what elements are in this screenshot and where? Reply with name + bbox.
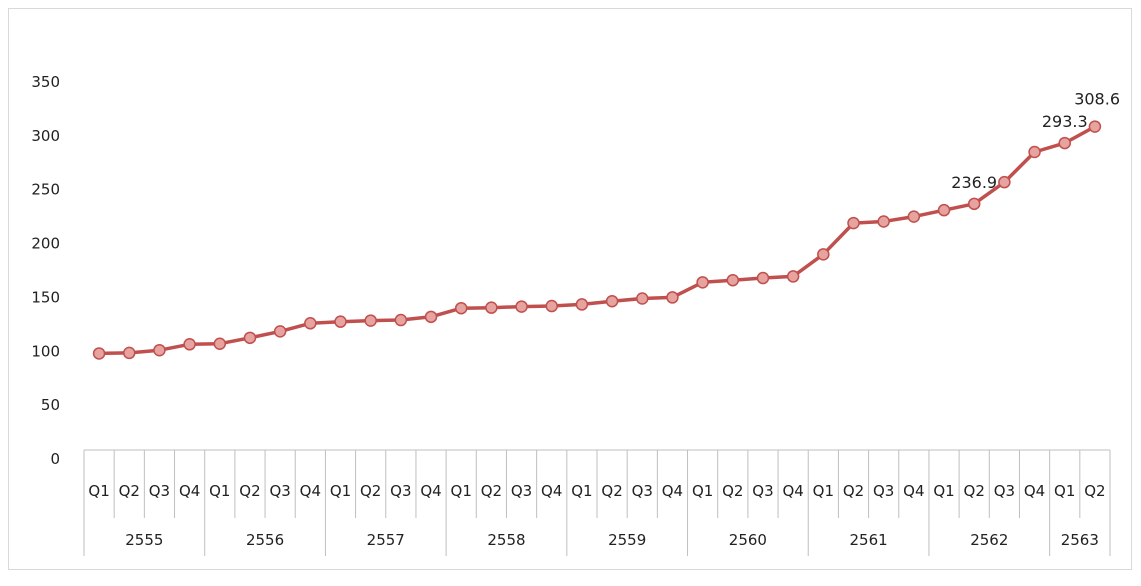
quarter-tick-label: Q3 [632,482,653,500]
quarter-tick-label: Q1 [692,482,713,500]
year-tick-label: 2556 [246,531,284,549]
quarter-tick-label: Q2 [360,482,381,500]
quarter-tick-label: Q4 [782,482,803,500]
quarter-tick-label: Q1 [451,482,472,500]
y-tick-label: 200 [31,235,60,253]
data-point [756,271,770,285]
y-tick-label: 350 [31,73,60,91]
quarter-tick-label: Q2 [481,482,502,500]
quarter-tick-label: Q4 [1024,482,1045,500]
quarter-tick-label: Q3 [269,482,290,500]
data-point [1028,145,1041,159]
quarter-tick-label: Q2 [1084,482,1105,500]
data-point [937,203,951,217]
data-point [726,273,740,287]
y-tick-label: 100 [31,342,60,360]
quarter-tick-label: Q4 [300,482,321,500]
data-point [907,210,921,223]
data-label: 236.9 [951,173,997,192]
data-point [696,276,709,289]
data-point [273,325,287,338]
y-tick-label: 0 [50,450,60,468]
data-point [575,298,589,311]
data-point [394,313,408,327]
year-tick-label: 2561 [849,531,887,549]
year-tick-label: 2562 [970,531,1008,549]
data-point [545,299,558,313]
data-point [967,197,981,211]
year-tick-label: 2559 [608,531,646,549]
chart-frame [8,8,1132,570]
y-tick-label: 250 [31,181,60,199]
data-point [92,347,106,360]
y-tick-label: 300 [31,127,60,145]
quarter-tick-label: Q3 [873,482,894,500]
quarter-tick-label: Q1 [571,482,592,500]
year-tick-label: 2558 [487,531,525,549]
data-label: 308.6 [1074,90,1120,109]
quarter-tick-label: Q1 [1054,482,1075,500]
data-point [666,291,679,304]
data-point [1088,120,1102,133]
data-point [123,346,136,360]
data-point [515,300,528,313]
quarter-tick-label: Q3 [390,482,411,500]
year-tick-label: 2563 [1061,531,1099,549]
year-tick-label: 2560 [729,531,767,549]
data-point [847,216,860,230]
quarter-tick-label: Q2 [239,482,260,500]
quarter-tick-label: Q4 [541,482,562,500]
quarter-tick-label: Q3 [994,482,1015,500]
data-point [364,314,377,327]
data-point [424,310,438,324]
data-point [485,301,498,314]
y-tick-label: 50 [41,396,60,414]
quarter-tick-label: Q1 [88,482,109,500]
data-point [786,270,800,283]
quarter-tick-label: Q2 [722,482,743,500]
year-tick-label: 2557 [367,531,405,549]
quarter-tick-label: Q4 [420,482,441,500]
quarter-tick-label: Q1 [330,482,351,500]
data-point [153,343,166,357]
y-tick-label: 150 [31,288,60,306]
data-point [304,317,317,330]
data-point [454,301,468,315]
quarter-tick-label: Q4 [662,482,683,500]
quarter-tick-label: Q4 [179,482,200,500]
data-label: 293.3 [1042,112,1088,131]
data-point [877,215,890,228]
data-point [998,175,1011,189]
data-point [1058,136,1071,150]
series-line [99,125,1096,356]
data-point [334,315,347,328]
data-point [183,338,196,351]
quarter-tick-label: Q2 [964,482,985,500]
quarter-tick-label: Q3 [149,482,170,500]
quarter-tick-label: Q1 [813,482,834,500]
quarter-tick-label: Q2 [119,482,140,500]
data-point [243,331,257,345]
quarter-tick-label: Q2 [843,482,864,500]
quarter-tick-label: Q1 [933,482,954,500]
data-point [817,248,830,261]
data-point [213,337,227,350]
quarter-tick-label: Q3 [752,482,773,500]
quarter-tick-label: Q3 [511,482,532,500]
data-point [605,294,619,308]
quarter-tick-label: Q1 [209,482,230,500]
data-point [636,292,649,305]
quarter-tick-label: Q4 [903,482,924,500]
quarter-tick-label: Q2 [601,482,622,500]
year-tick-label: 2555 [125,531,163,549]
